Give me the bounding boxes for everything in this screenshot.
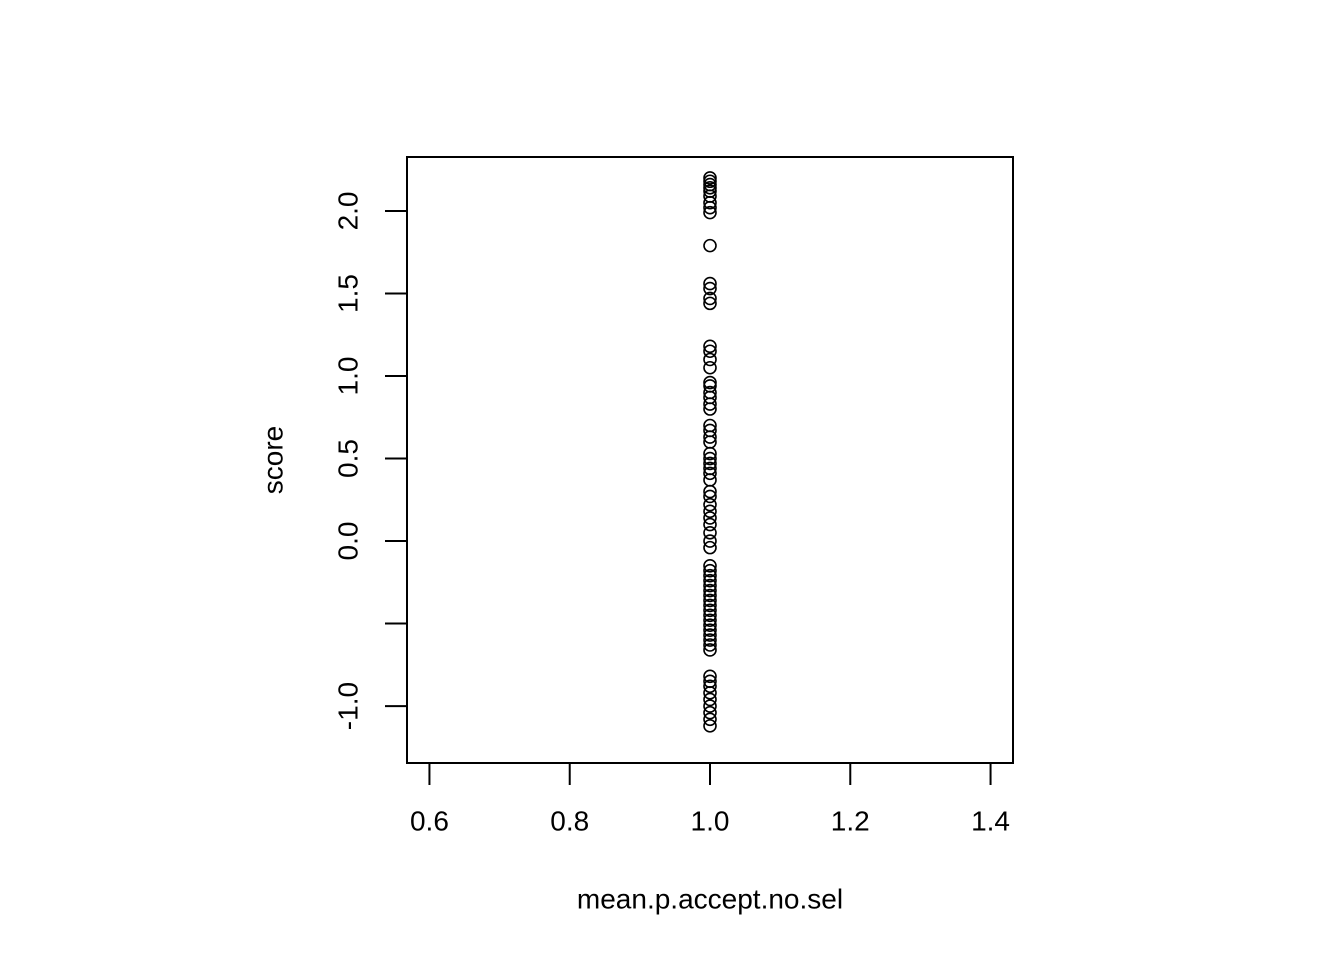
y-tick-label: 0.0 xyxy=(332,522,363,561)
point xyxy=(703,618,717,632)
point xyxy=(703,339,717,354)
point xyxy=(703,583,717,598)
point xyxy=(703,360,717,375)
y-tick-label: 1.5 xyxy=(332,274,363,313)
point xyxy=(703,171,717,185)
point xyxy=(703,613,717,628)
point xyxy=(703,195,717,210)
point xyxy=(703,281,717,296)
point xyxy=(703,446,717,461)
point xyxy=(703,588,717,603)
point xyxy=(703,200,717,215)
point xyxy=(703,466,717,481)
point xyxy=(703,276,717,291)
point xyxy=(703,205,717,220)
point xyxy=(703,643,717,657)
y-tick-label: 0.5 xyxy=(332,439,363,478)
point xyxy=(703,344,717,359)
point xyxy=(703,375,717,390)
point xyxy=(703,181,717,195)
point xyxy=(703,296,717,311)
x-tick-label: 1.4 xyxy=(971,805,1010,836)
x-tick-label: 1.2 xyxy=(831,805,870,836)
point xyxy=(703,402,717,416)
y-tick-label: 1.0 xyxy=(332,357,363,396)
point xyxy=(703,451,717,466)
y-tick-label: 2.0 xyxy=(332,191,363,230)
point xyxy=(703,504,717,519)
point xyxy=(703,511,717,525)
point xyxy=(703,174,717,189)
point xyxy=(703,456,717,471)
point xyxy=(703,598,717,613)
point xyxy=(703,525,717,540)
point xyxy=(703,679,717,694)
point xyxy=(703,489,717,504)
point xyxy=(703,705,717,720)
point xyxy=(703,692,717,707)
point xyxy=(703,623,717,637)
point xyxy=(703,517,717,532)
y-axis-label: score xyxy=(257,426,288,494)
point xyxy=(703,719,717,733)
point xyxy=(703,633,717,647)
x-tick-label: 0.8 xyxy=(550,805,589,836)
point xyxy=(703,484,717,499)
point xyxy=(703,608,717,623)
point xyxy=(703,628,717,642)
x-axis-label: mean.p.accept.no.sel xyxy=(577,883,843,914)
x-tick-label: 1.0 xyxy=(691,805,730,836)
point xyxy=(703,352,717,367)
y-tick-label: -1.0 xyxy=(332,682,363,730)
point xyxy=(703,712,717,727)
point xyxy=(703,669,717,684)
point xyxy=(703,540,717,555)
point xyxy=(703,573,717,588)
point xyxy=(703,238,717,253)
point xyxy=(703,558,717,573)
point xyxy=(703,699,717,713)
x-tick-label: 0.6 xyxy=(410,805,449,836)
point xyxy=(703,578,717,593)
point xyxy=(703,397,717,411)
point xyxy=(703,603,717,618)
point xyxy=(703,430,717,444)
point xyxy=(703,534,717,548)
point xyxy=(703,497,717,512)
point xyxy=(703,568,717,583)
point xyxy=(703,291,717,306)
point xyxy=(703,563,717,578)
point xyxy=(703,593,717,608)
point xyxy=(703,638,717,652)
point xyxy=(703,686,717,700)
